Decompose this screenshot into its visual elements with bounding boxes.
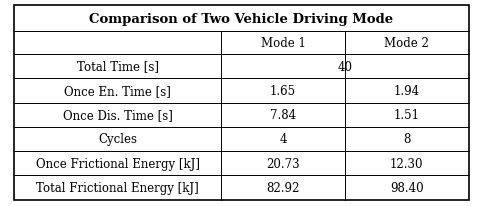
- Text: Cycles: Cycles: [98, 133, 137, 146]
- Text: Once Dis. Time [s]: Once Dis. Time [s]: [63, 109, 173, 122]
- Text: 1.51: 1.51: [394, 109, 420, 122]
- Text: Mode 2: Mode 2: [384, 37, 429, 50]
- Text: 82.92: 82.92: [266, 181, 300, 194]
- Text: 4: 4: [279, 133, 287, 146]
- Text: Mode 1: Mode 1: [261, 37, 305, 50]
- Text: 1.65: 1.65: [270, 84, 296, 97]
- Text: 7.84: 7.84: [270, 109, 296, 122]
- Text: 8: 8: [403, 133, 411, 146]
- Text: 20.73: 20.73: [266, 157, 300, 170]
- Text: 1.94: 1.94: [394, 84, 420, 97]
- Text: Total Frictional Energy [kJ]: Total Frictional Energy [kJ]: [36, 181, 199, 194]
- Text: 98.40: 98.40: [390, 181, 424, 194]
- Text: Comparison of Two Vehicle Driving Mode: Comparison of Two Vehicle Driving Mode: [89, 13, 394, 26]
- Text: Once En. Time [s]: Once En. Time [s]: [64, 84, 171, 97]
- Text: Total Time [s]: Total Time [s]: [77, 60, 159, 73]
- Text: Once Frictional Energy [kJ]: Once Frictional Energy [kJ]: [36, 157, 200, 170]
- Text: 12.30: 12.30: [390, 157, 424, 170]
- Text: 40: 40: [337, 60, 352, 73]
